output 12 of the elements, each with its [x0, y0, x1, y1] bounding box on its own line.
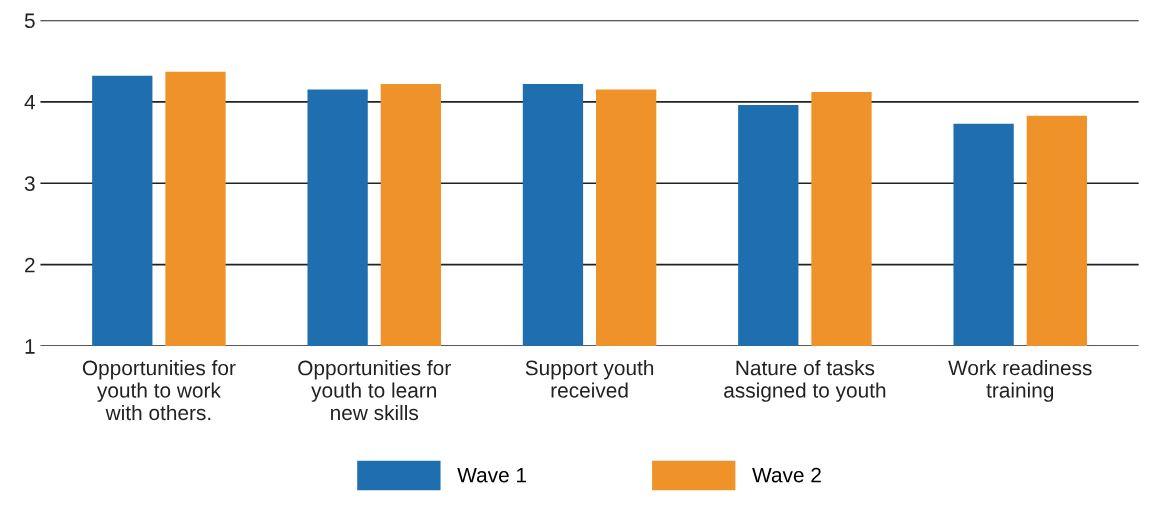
x-tick-label: Opportunities for youth to work with others.	[82, 360, 236, 421]
y-tick-label: 2	[25, 257, 35, 273]
legend-label: Wave 2	[752, 467, 821, 483]
x-tick-label: Support youth received	[525, 360, 654, 398]
y-tick-label: 3	[24, 176, 35, 191]
legend-label: Wave 1	[457, 467, 527, 483]
x-tick-label: Nature of tasks assigned to youth	[724, 360, 886, 402]
y-tick-label: 4	[24, 95, 35, 110]
x-tick-label: Work readiness training	[948, 360, 1092, 402]
y-tick-label: 5	[24, 13, 35, 29]
x-tick-label: Opportunities for youth to learn new skills	[298, 360, 451, 421]
y-tick-label: 1	[25, 339, 35, 354]
